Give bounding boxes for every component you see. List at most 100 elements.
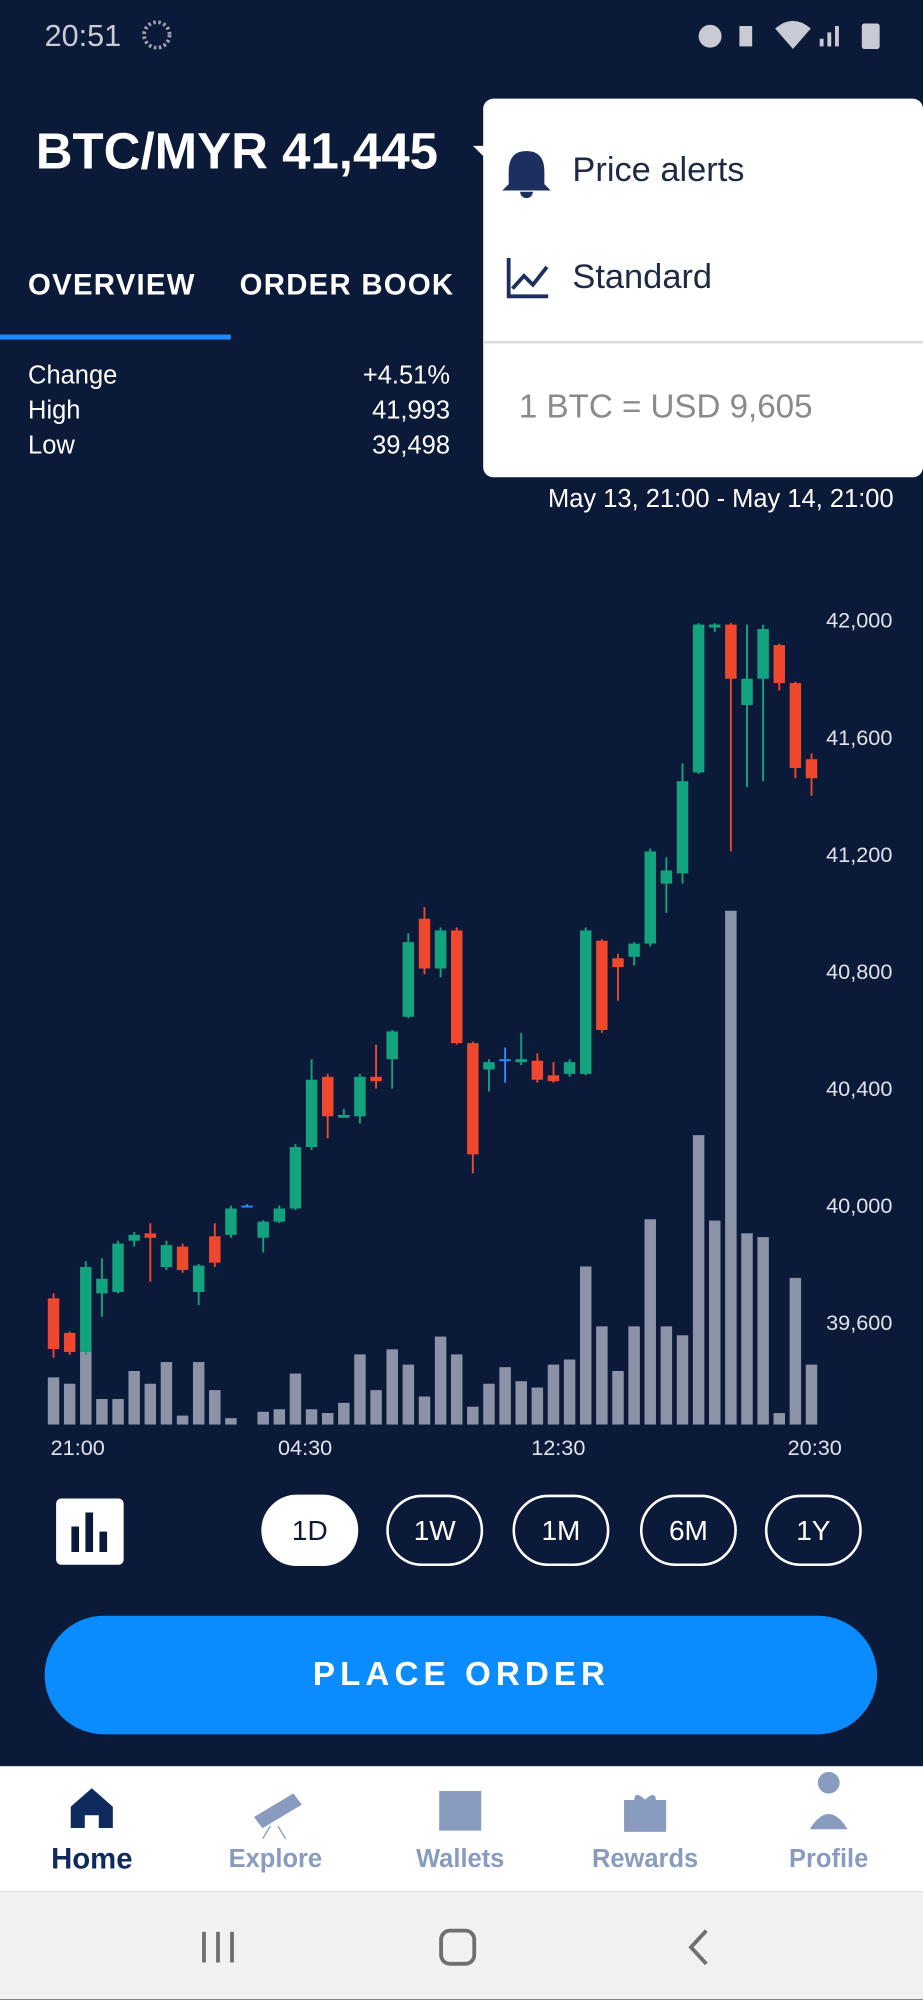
- candle-body: [499, 1059, 511, 1062]
- range-button[interactable]: [764, 1494, 862, 1567]
- menu-item[interactable]: Standard: [572, 258, 712, 296]
- recents-button[interactable]: [202, 1931, 234, 1963]
- range-label: 1Y: [796, 1515, 831, 1546]
- volume-bar: [628, 1326, 640, 1425]
- range-button[interactable]: [512, 1494, 610, 1567]
- volume-bar: [450, 1354, 463, 1425]
- volume-bar: [418, 1396, 431, 1425]
- nav-label[interactable]: Home: [51, 1843, 132, 1876]
- chart: 42,000 41,600 41,200 40,800 40,400 40,000 39,6…: [47, 608, 892, 1460]
- volume-bar: [692, 1135, 705, 1425]
- nav-label[interactable]: Rewards: [592, 1845, 698, 1873]
- candle-body: [386, 1031, 398, 1060]
- nav-icon[interactable]: [624, 1794, 667, 1832]
- menu-item[interactable]: Price alerts: [572, 151, 744, 189]
- candle-body: [515, 1059, 527, 1063]
- candle-body: [257, 1221, 269, 1238]
- candle-body: [628, 943, 640, 957]
- volume-bar: [789, 1277, 802, 1425]
- volume-bar: [273, 1409, 286, 1425]
- volume-bar: [386, 1349, 398, 1425]
- x-tick-label: 20:30: [788, 1435, 842, 1460]
- volume-bar: [709, 1220, 721, 1425]
- rate-text: 1 BTC = USD 9,605: [519, 389, 813, 426]
- volume-bar: [563, 1359, 576, 1425]
- candle-body: [741, 678, 753, 706]
- x-tick-label: 21:00: [51, 1435, 105, 1460]
- bell-icon: [502, 150, 551, 199]
- nav-icon[interactable]: [439, 1791, 482, 1831]
- range-button[interactable]: [261, 1494, 359, 1567]
- nav-label[interactable]: Profile: [789, 1845, 868, 1873]
- signal-icon: [819, 38, 824, 47]
- volume-bar: [289, 1373, 302, 1425]
- nav-icon[interactable]: [70, 1788, 113, 1829]
- nav-icon[interactable]: [809, 1772, 848, 1830]
- mute-icon: [739, 26, 753, 47]
- status-icons: [698, 20, 880, 49]
- candle-body: [789, 683, 802, 768]
- candle-body: [805, 759, 818, 779]
- candle-body: [192, 1265, 205, 1292]
- volume-bar: [725, 910, 737, 1425]
- volume-bar: [370, 1390, 382, 1425]
- back-button[interactable]: [688, 1929, 708, 1966]
- candle-body: [273, 1208, 286, 1222]
- stat-label: Low: [28, 431, 75, 459]
- tabs: OVERVIEW ORDER BOOK: [28, 268, 455, 301]
- range-label: 1M: [541, 1515, 580, 1546]
- y-tick-label: 40,400: [826, 1076, 892, 1101]
- volume-bar: [467, 1406, 479, 1425]
- candle-body: [289, 1147, 302, 1209]
- volume-bar: [434, 1336, 447, 1425]
- stat-value: +4.51%: [363, 361, 450, 389]
- stat-value: 39,498: [372, 431, 450, 459]
- candle-body: [354, 1076, 366, 1117]
- volume-bar: [660, 1326, 673, 1425]
- candle-body: [612, 958, 624, 968]
- place-order-button[interactable]: [44, 1615, 878, 1735]
- range-label: 1W: [414, 1515, 457, 1546]
- nav-label[interactable]: Wallets: [416, 1845, 504, 1873]
- volume-bar: [225, 1418, 237, 1425]
- volume-bar: [80, 1351, 92, 1425]
- tab[interactable]: OVERVIEW: [28, 268, 196, 301]
- candle-body: [338, 1114, 350, 1118]
- volume-bar: [192, 1362, 205, 1425]
- nav-label[interactable]: Explore: [229, 1845, 322, 1873]
- volume-bar: [47, 1377, 60, 1425]
- candle-body: [176, 1246, 189, 1270]
- volume-bar: [257, 1411, 269, 1425]
- candle-body: [773, 645, 785, 684]
- tab-indicator: [0, 334, 231, 340]
- status-time: 20:51: [45, 19, 122, 53]
- pair-title: BTC/MYR 41,445: [36, 122, 438, 179]
- volume-bar: [741, 1233, 753, 1425]
- battery-icon: [861, 23, 880, 49]
- candle-body: [467, 1043, 479, 1155]
- home-button[interactable]: [439, 1928, 477, 1966]
- icon-bar: [71, 1526, 80, 1553]
- range-button[interactable]: [386, 1494, 484, 1567]
- candle-body: [483, 1062, 495, 1070]
- candle-body: [305, 1079, 318, 1148]
- tab[interactable]: ORDER BOOK: [240, 268, 455, 301]
- nav-icon[interactable]: [254, 1793, 302, 1840]
- volume-bar: [644, 1219, 656, 1425]
- candle-body: [660, 870, 673, 884]
- candle-body: [531, 1060, 544, 1080]
- status-icon: [142, 20, 172, 50]
- candle-body: [128, 1234, 140, 1241]
- candle-body: [47, 1298, 60, 1350]
- candle-body: [63, 1332, 76, 1352]
- candle-body: [596, 940, 608, 1030]
- range-label: 1D: [292, 1515, 328, 1546]
- candle-body: [579, 930, 592, 1074]
- candle-body: [676, 781, 689, 874]
- volume-bar: [305, 1409, 318, 1425]
- icon-bar: [85, 1512, 94, 1553]
- candle-body: [563, 1062, 576, 1074]
- range-button[interactable]: [639, 1494, 737, 1567]
